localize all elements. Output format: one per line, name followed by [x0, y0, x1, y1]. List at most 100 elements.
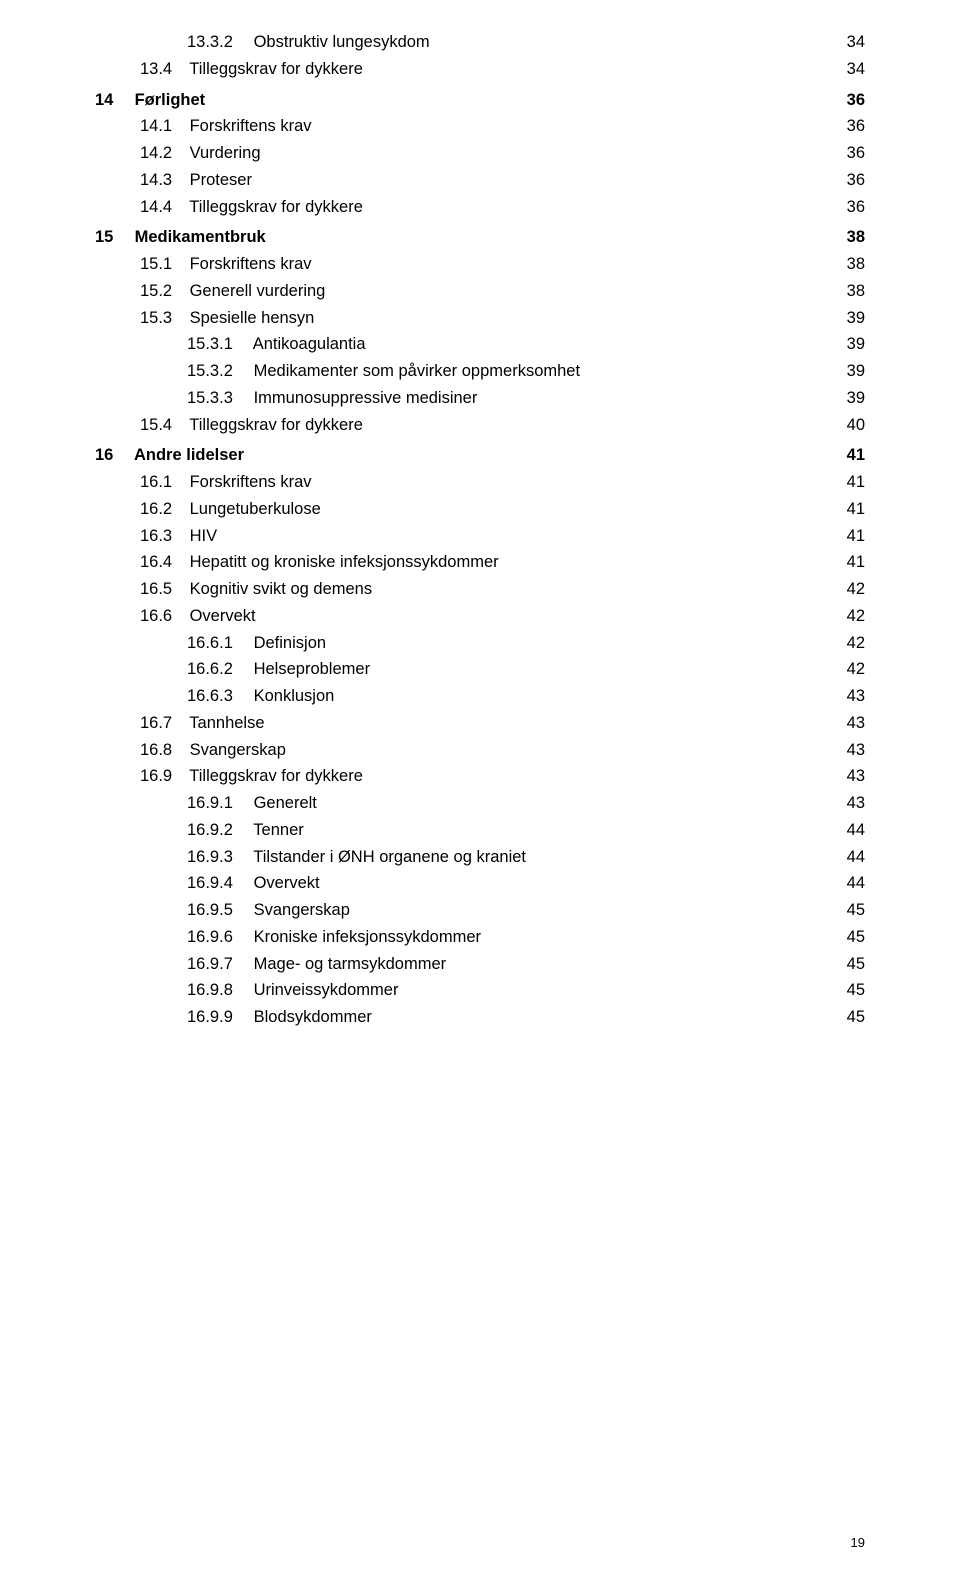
toc-page: 43 [827, 684, 865, 709]
toc-number: 16.9.9 [187, 1005, 249, 1030]
toc-row: 16.9.3 Tilstander i ØNH organene og kran… [95, 845, 865, 870]
toc-label: 16.9.7 Mage- og tarmsykdommer [95, 952, 827, 977]
toc-row: 15.3.3 Immunosuppressive medisiner39 [95, 386, 865, 411]
toc-row: 15.3 Spesielle hensyn39 [95, 306, 865, 331]
toc-page: 45 [827, 978, 865, 1003]
toc-number: 16.3 [140, 524, 185, 549]
toc-title: Forskriftens krav [190, 117, 312, 135]
toc-label: 16.9.2 Tenner [95, 818, 827, 843]
toc-title: Kognitiv svikt og demens [190, 580, 373, 598]
toc-title: Tilstander i ØNH organene og kraniet [253, 848, 526, 866]
toc-row: 16.6.1 Definisjon42 [95, 631, 865, 656]
toc-number: 14.4 [140, 195, 185, 220]
toc-row: 16.9.2 Tenner44 [95, 818, 865, 843]
toc-page: 41 [827, 524, 865, 549]
toc-page: 41 [827, 497, 865, 522]
toc-label: 16.8 Svangerskap [95, 738, 827, 763]
toc-label: 16.6.3 Konklusjon [95, 684, 827, 709]
toc-row: 15.1 Forskriftens krav38 [95, 252, 865, 277]
toc-row: 16.5 Kognitiv svikt og demens42 [95, 577, 865, 602]
toc-label: 15.4 Tilleggskrav for dykkere [95, 413, 827, 438]
toc-row: 16.9.7 Mage- og tarmsykdommer45 [95, 952, 865, 977]
toc-row: 16.8 Svangerskap43 [95, 738, 865, 763]
toc-number: 15.1 [140, 252, 185, 277]
toc-label: 16 Andre lidelser [95, 443, 827, 468]
toc-number: 16.9.1 [187, 791, 249, 816]
toc-label: 16.9.5 Svangerskap [95, 898, 827, 923]
toc-label: 13.3.2 Obstruktiv lungesykdom [95, 30, 827, 55]
toc-label: 16.1 Forskriftens krav [95, 470, 827, 495]
toc-title: Immunosuppressive medisiner [254, 389, 478, 407]
toc-row: 16.1 Forskriftens krav41 [95, 470, 865, 495]
toc-row: 16.7 Tannhelse43 [95, 711, 865, 736]
toc-number: 16.5 [140, 577, 185, 602]
toc-page: 39 [827, 359, 865, 384]
toc-row: 16.3 HIV 41 [95, 524, 865, 549]
toc-row: 13.4 Tilleggskrav for dykkere34 [95, 57, 865, 82]
toc-number: 14.2 [140, 141, 185, 166]
toc-title: Førlighet [135, 91, 206, 109]
toc-page: 43 [827, 764, 865, 789]
toc-label: 16.5 Kognitiv svikt og demens [95, 577, 827, 602]
toc-row: 16.6.3 Konklusjon43 [95, 684, 865, 709]
toc-row: 15.3.2 Medikamenter som påvirker oppmerk… [95, 359, 865, 384]
toc-label: 15.3.1 Antikoagulantia [95, 332, 827, 357]
toc-row: 14.3 Proteser36 [95, 168, 865, 193]
toc-page: 13.3.2 Obstruktiv lungesykdom3413.4 Till… [0, 0, 960, 1577]
toc-page: 38 [827, 279, 865, 304]
toc-label: 16.9.6 Kroniske infeksjonssykdommer [95, 925, 827, 950]
toc-title: Medikamenter som påvirker oppmerksomhet [254, 362, 580, 380]
toc-title: Mage- og tarmsykdommer [254, 955, 447, 973]
toc-number: 15.3.3 [187, 386, 249, 411]
toc-row: 16.6.2 Helseproblemer42 [95, 657, 865, 682]
toc-row: 15.3.1 Antikoagulantia39 [95, 332, 865, 357]
toc-title: Definisjon [254, 634, 326, 652]
toc-number: 16.2 [140, 497, 185, 522]
toc-page: 36 [827, 195, 865, 220]
toc-title: Tilleggskrav for dykkere [189, 767, 363, 785]
toc-row: 16.6 Overvekt42 [95, 604, 865, 629]
toc-title: Lungetuberkulose [190, 500, 321, 518]
toc-label: 14.4 Tilleggskrav for dykkere [95, 195, 827, 220]
toc-title: Medikamentbruk [135, 228, 266, 246]
toc-label: 15.3 Spesielle hensyn [95, 306, 827, 331]
toc-title: Tilleggskrav for dykkere [189, 60, 363, 78]
toc-number: 16.9.2 [187, 818, 249, 843]
toc-row: 14.2 Vurdering36 [95, 141, 865, 166]
toc-number: 16.8 [140, 738, 185, 763]
toc-label: 16.4 Hepatitt og kroniske infeksjonssykd… [95, 550, 827, 575]
toc-title: Generelt [254, 794, 317, 812]
toc-row: 14.4 Tilleggskrav for dykkere36 [95, 195, 865, 220]
toc-title: Tilleggskrav for dykkere [189, 198, 363, 216]
toc-number: 16.7 [140, 711, 185, 736]
toc-row: 16.9 Tilleggskrav for dykkere43 [95, 764, 865, 789]
toc-title: Tenner [253, 821, 303, 839]
toc-title: Helseproblemer [254, 660, 370, 678]
toc-title: Andre lidelser [134, 446, 244, 464]
toc-title: Hepatitt og kroniske infeksjonssykdommer [190, 553, 499, 571]
toc-number: 16.6.1 [187, 631, 249, 656]
toc-label: 15.3.2 Medikamenter som påvirker oppmerk… [95, 359, 827, 384]
toc-title: Overvekt [190, 607, 256, 625]
toc-page: 44 [827, 818, 865, 843]
toc-label: 14 Førlighet [95, 88, 827, 113]
toc-label: 15.1 Forskriftens krav [95, 252, 827, 277]
toc-label: 16.9.9 Blodsykdommer [95, 1005, 827, 1030]
toc-label: 16.9.3 Tilstander i ØNH organene og kran… [95, 845, 827, 870]
toc-page: 43 [827, 711, 865, 736]
toc-number: 15.3.2 [187, 359, 249, 384]
toc-label: 16.9.4 Overvekt [95, 871, 827, 896]
toc-page: 41 [827, 443, 865, 468]
toc-page: 43 [827, 738, 865, 763]
toc-number: 15.4 [140, 413, 185, 438]
toc-title: Antikoagulantia [253, 335, 366, 353]
toc-row: 15.4 Tilleggskrav for dykkere40 [95, 413, 865, 438]
toc-page: 39 [827, 306, 865, 331]
toc-row: 14.1 Forskriftens krav36 [95, 114, 865, 139]
toc-page: 44 [827, 871, 865, 896]
toc-title: HIV [190, 527, 218, 545]
toc-number: 16.9.3 [187, 845, 249, 870]
toc-label: 14.3 Proteser [95, 168, 827, 193]
page-number: 19 [851, 1533, 865, 1553]
toc-label: 15.3.3 Immunosuppressive medisiner [95, 386, 827, 411]
